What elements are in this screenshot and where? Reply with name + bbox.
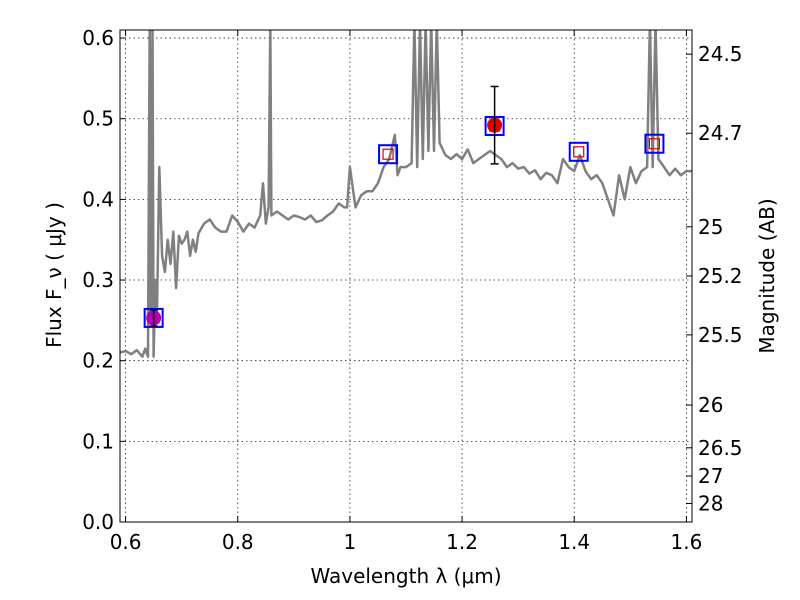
x-axis-label: Wavelength λ (μm) [310, 564, 501, 588]
y2-tick-label: 26 [698, 393, 723, 417]
points-layer [143, 85, 665, 328]
y-tick-label: 0.2 [82, 349, 114, 373]
x-tick-label: 0.6 [110, 530, 142, 554]
model-box-outer [143, 307, 164, 328]
model-box-outer [378, 144, 399, 165]
y-tick-label: 0.3 [82, 268, 114, 292]
y-tick-label: 0.4 [82, 187, 114, 211]
y2-tick-label: 25 [698, 215, 723, 239]
y-tick-label: 0.1 [82, 429, 114, 453]
y-axis-label: Flux F_ν ( μJy ) [42, 202, 66, 348]
x-tick-label: 0.8 [222, 530, 254, 554]
plot-frame [119, 29, 693, 523]
x-tick-label: 1.2 [446, 530, 478, 554]
grid-layer [120, 30, 692, 522]
y2-tick-label: 25.2 [698, 264, 743, 288]
y-tick-label: 0.6 [82, 26, 114, 50]
spectrum-line [120, 30, 692, 358]
ticks-layer: 0.6 0.8 1 1.2 1.4 1.6 0.0 0.1 0.2 0.3 0.4 0.5 0.6 24.… [82, 26, 742, 554]
y2-tick-label: 27 [698, 464, 723, 488]
model-box-inner [382, 148, 394, 160]
x-tick-label: 1.6 [670, 530, 702, 554]
model-box-inner [573, 146, 585, 158]
model-box-outer [644, 133, 665, 154]
y2-tick-label: 26.5 [698, 436, 743, 460]
y2-tick-label: 24.7 [698, 121, 743, 145]
x-tick-label: 1 [344, 530, 357, 554]
model-box-outer [568, 141, 589, 162]
y2-tick-label: 24.5 [698, 42, 743, 66]
y-tick-label: 0.5 [82, 107, 114, 131]
y-tick-label: 0.0 [82, 510, 114, 534]
model-box-inner [648, 138, 661, 150]
x-tick-label: 1.4 [558, 530, 590, 554]
y2-tick-label: 25.5 [698, 323, 743, 347]
y2-tick-label: 28 [698, 491, 723, 515]
series-layer [120, 30, 692, 358]
y2-axis-label: Magnitude (AB) [755, 198, 779, 353]
